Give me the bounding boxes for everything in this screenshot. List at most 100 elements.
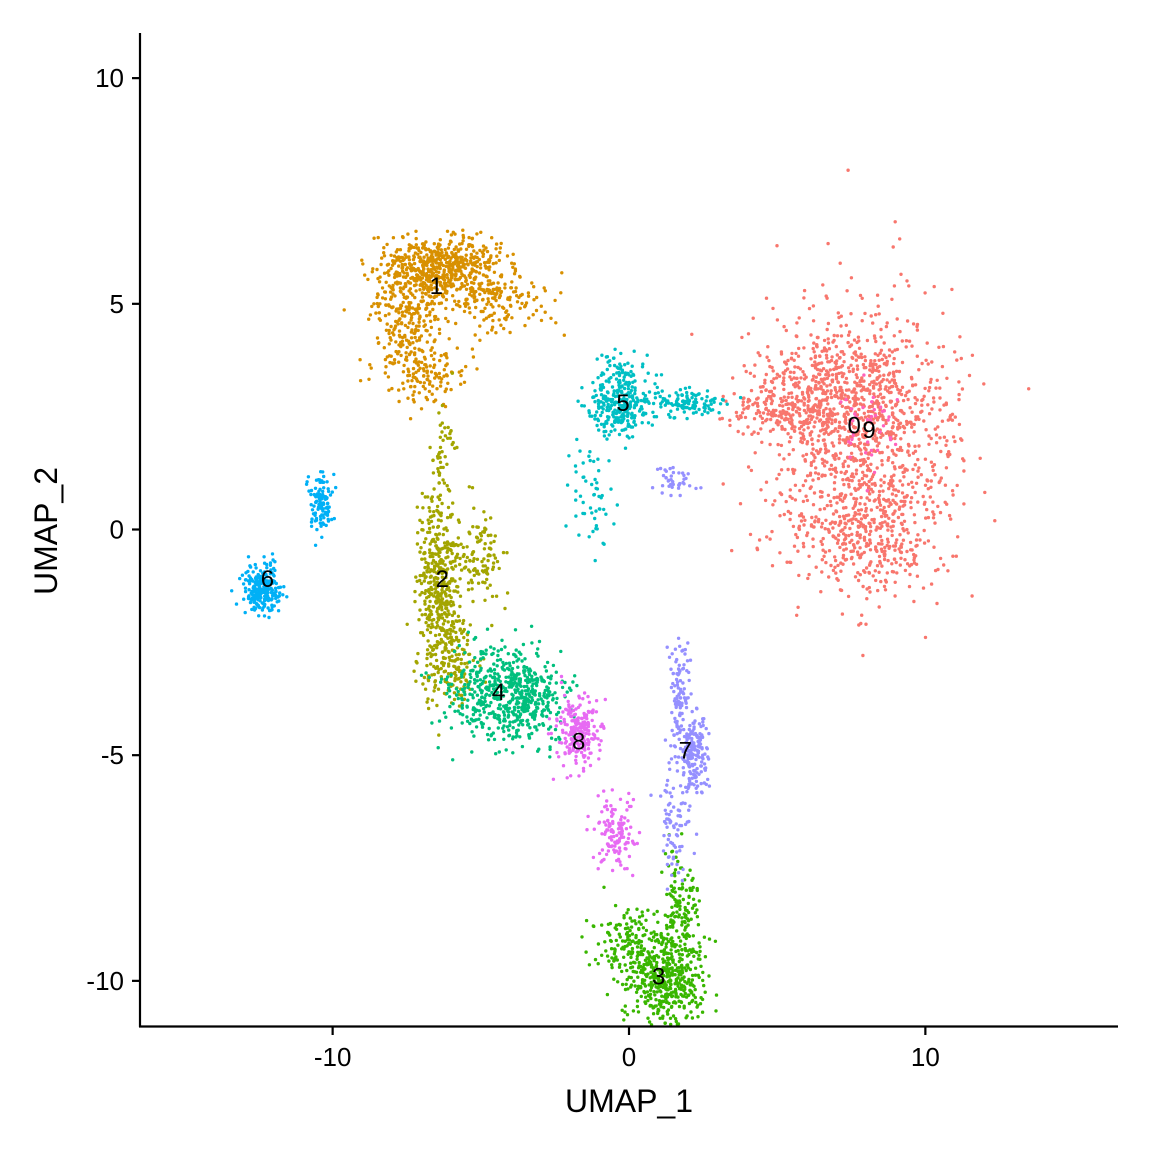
data-point xyxy=(427,389,432,394)
data-point xyxy=(669,937,673,941)
data-point xyxy=(463,565,468,569)
data-point xyxy=(419,334,424,338)
data-point xyxy=(993,519,997,523)
data-point xyxy=(646,957,651,961)
data-point xyxy=(868,382,872,387)
data-point xyxy=(467,660,472,664)
data-point xyxy=(669,1022,673,1027)
data-point xyxy=(686,966,690,970)
data-point xyxy=(531,313,535,317)
data-point xyxy=(686,901,690,906)
data-point xyxy=(826,449,831,453)
data-point xyxy=(457,299,461,304)
data-point xyxy=(676,902,680,906)
data-point xyxy=(868,391,872,396)
data-point xyxy=(485,716,489,720)
data-point xyxy=(906,531,910,535)
data-point xyxy=(830,414,835,418)
data-point xyxy=(880,379,884,384)
data-point xyxy=(554,321,558,325)
data-point xyxy=(887,482,891,486)
data-point xyxy=(773,413,778,418)
data-point xyxy=(821,367,826,371)
data-point xyxy=(502,326,506,331)
data-point xyxy=(673,904,678,908)
data-point xyxy=(483,696,487,700)
data-point xyxy=(489,733,494,737)
data-point xyxy=(635,987,640,991)
data-point xyxy=(807,414,811,418)
data-point xyxy=(430,392,434,396)
data-point xyxy=(630,950,635,954)
data-point xyxy=(845,410,849,414)
data-point xyxy=(793,498,798,502)
data-point xyxy=(842,482,846,487)
data-point xyxy=(855,533,860,537)
data-point xyxy=(497,718,502,722)
data-point xyxy=(465,555,469,560)
data-point xyxy=(799,376,803,380)
data-point xyxy=(929,377,933,382)
data-point xyxy=(618,962,622,967)
data-point xyxy=(398,259,403,263)
data-point xyxy=(509,673,513,677)
data-point xyxy=(826,420,831,424)
data-point xyxy=(927,412,932,416)
data-point xyxy=(697,941,701,945)
data-point xyxy=(457,370,461,374)
data-point xyxy=(890,350,894,354)
data-point xyxy=(869,462,873,466)
data-point xyxy=(859,389,863,393)
data-point xyxy=(872,432,877,437)
data-point xyxy=(668,985,672,989)
data-point xyxy=(792,370,796,375)
data-point xyxy=(423,687,428,691)
data-point xyxy=(866,456,870,460)
data-point xyxy=(830,373,835,377)
data-point xyxy=(665,975,669,979)
data-point xyxy=(481,309,485,314)
data-point xyxy=(895,317,899,321)
data-point xyxy=(749,388,754,393)
data-point xyxy=(819,403,823,407)
data-point xyxy=(846,333,851,337)
data-point xyxy=(412,352,417,357)
data-point xyxy=(892,415,896,419)
data-point xyxy=(843,459,847,463)
data-point xyxy=(612,977,616,981)
data-point xyxy=(661,999,666,1004)
data-point xyxy=(830,441,834,445)
data-point xyxy=(769,396,773,401)
data-point xyxy=(479,699,483,703)
data-point xyxy=(903,499,907,504)
data-point xyxy=(503,645,507,649)
data-point xyxy=(433,317,437,322)
data-point xyxy=(471,696,475,700)
data-point xyxy=(384,328,389,332)
data-point xyxy=(447,337,451,341)
data-point xyxy=(676,915,681,919)
data-point xyxy=(796,365,800,370)
data-point xyxy=(546,675,550,679)
data-point xyxy=(425,253,429,257)
data-point xyxy=(664,942,668,946)
data-point xyxy=(464,287,469,291)
data-point xyxy=(390,386,394,391)
data-point xyxy=(483,542,487,546)
data-point xyxy=(834,509,838,513)
data-point xyxy=(816,387,820,391)
data-point xyxy=(475,367,479,371)
data-point xyxy=(532,678,536,682)
data-point xyxy=(673,963,678,967)
data-point xyxy=(547,694,551,698)
data-point xyxy=(432,267,437,271)
data-point xyxy=(898,533,902,537)
data-point xyxy=(473,690,477,694)
data-point xyxy=(553,727,558,732)
data-point xyxy=(425,277,429,282)
data-point xyxy=(497,258,501,263)
data-point xyxy=(634,933,638,938)
data-point xyxy=(637,960,641,965)
data-point xyxy=(429,519,434,524)
data-point xyxy=(886,528,890,532)
